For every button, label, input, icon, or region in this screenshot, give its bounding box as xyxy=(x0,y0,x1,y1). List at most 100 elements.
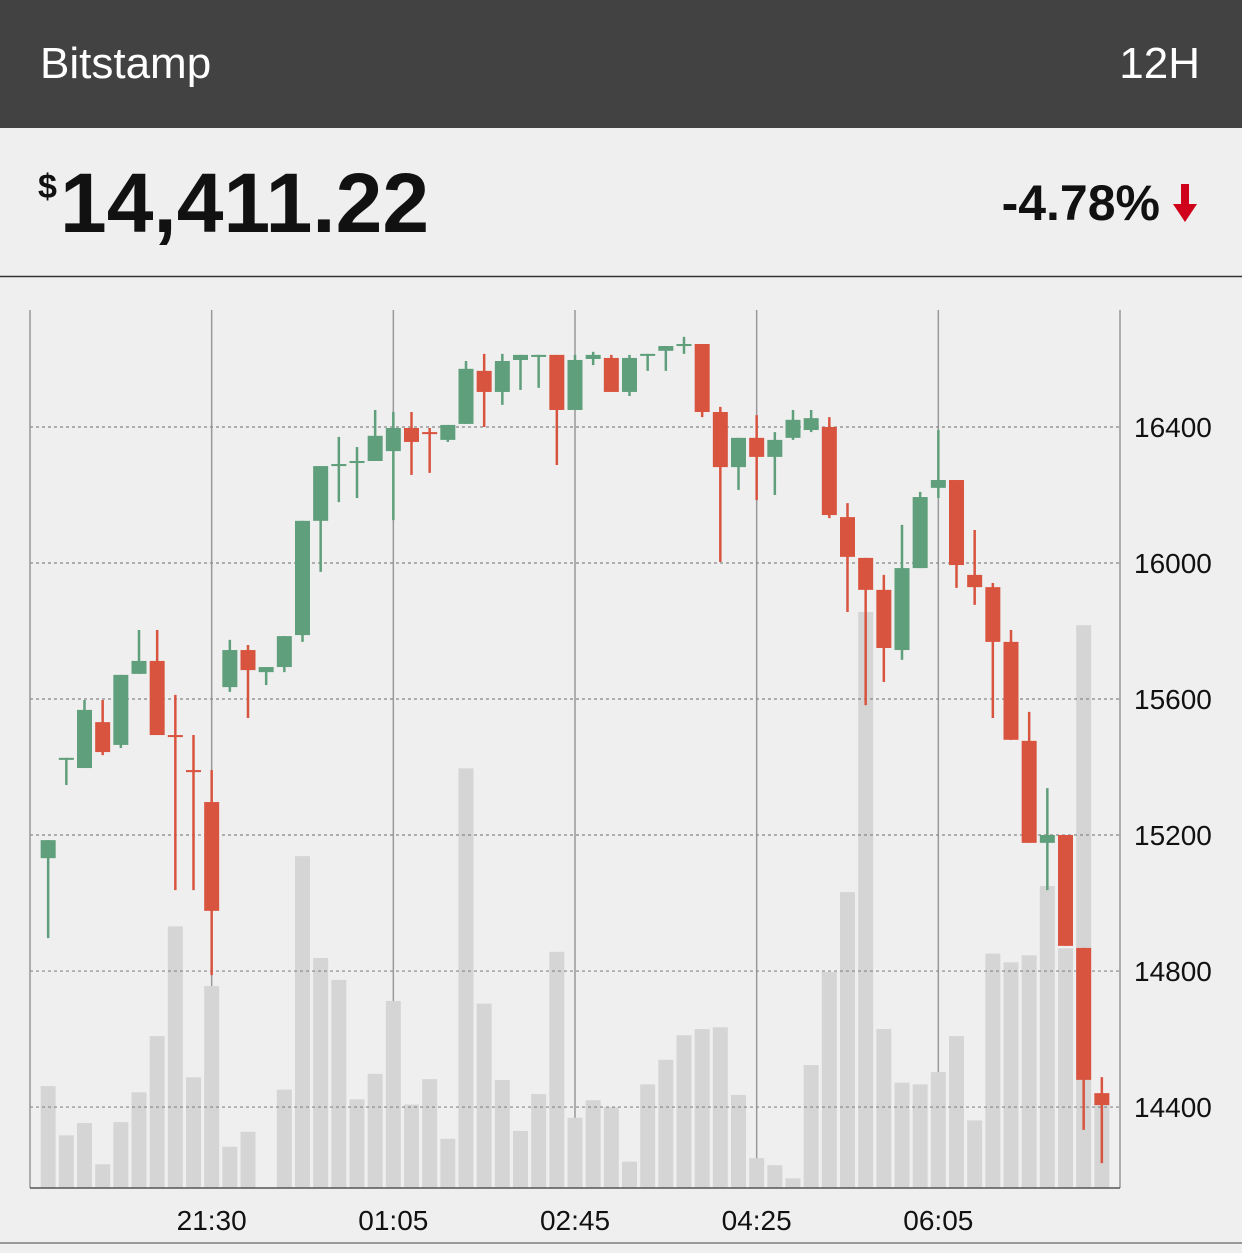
candle-body xyxy=(967,574,983,588)
volume-bar xyxy=(240,1131,256,1188)
candle-body xyxy=(894,568,910,651)
candle-body xyxy=(458,368,474,424)
candle-body xyxy=(295,520,310,636)
volume-bar xyxy=(1003,962,1019,1188)
volume-bar xyxy=(767,1165,783,1188)
candle-body xyxy=(731,437,746,468)
volume-bar xyxy=(858,612,874,1188)
range-button[interactable]: 12H xyxy=(1119,39,1200,88)
volume-bar xyxy=(549,951,565,1188)
volume-bar xyxy=(1039,885,1055,1188)
candle-body xyxy=(113,674,129,745)
plot: 21:30 01:05 02:45 04:25 06:05 14400 14800 15200… xyxy=(29,310,1212,1236)
candle-body xyxy=(1003,641,1019,740)
x-tick-label: 04:25 xyxy=(722,1205,792,1236)
x-tick-label: 06:05 xyxy=(903,1205,973,1236)
x-tick-label: 02:45 xyxy=(540,1205,610,1236)
candle-body xyxy=(131,660,147,674)
y-tick-label: 16000 xyxy=(1134,548,1212,579)
volume-bar xyxy=(422,1079,438,1188)
y-tick-label: 14400 xyxy=(1134,1092,1212,1123)
volume-bar xyxy=(222,1146,238,1188)
candle-body xyxy=(40,840,56,859)
candle-body xyxy=(985,587,1001,642)
volume-bar xyxy=(821,972,837,1188)
volume-bar xyxy=(113,1122,129,1188)
volume-bar xyxy=(367,1073,383,1188)
candle-body xyxy=(585,354,601,359)
volume-bar xyxy=(440,1138,456,1188)
candle-body xyxy=(949,480,964,566)
volume-bar xyxy=(349,1099,365,1188)
exchange-title: Bitstamp xyxy=(40,39,211,88)
candle-body xyxy=(494,361,510,392)
volume-bar xyxy=(985,953,1001,1188)
candle-body xyxy=(531,354,547,357)
y-tick-label: 15200 xyxy=(1134,820,1212,851)
candle-body xyxy=(513,354,528,360)
volume-bar xyxy=(603,1107,619,1188)
volume-bar xyxy=(803,1065,819,1188)
candle-body xyxy=(803,418,819,431)
candle-body xyxy=(1076,947,1092,1080)
volume-bar xyxy=(676,1035,692,1188)
candle-body xyxy=(349,460,365,464)
candle-body xyxy=(440,424,456,440)
candle-body xyxy=(422,432,438,435)
volume-bar xyxy=(313,957,329,1188)
volume-bar xyxy=(640,1084,656,1188)
volume-bar xyxy=(276,1089,292,1188)
volume-bar xyxy=(567,1117,583,1188)
candle-body xyxy=(222,650,238,688)
candle-body xyxy=(567,359,583,410)
volume-bar xyxy=(585,1100,601,1188)
volume-bar xyxy=(930,1072,946,1188)
volume-bar xyxy=(458,768,474,1188)
volume-bar xyxy=(149,1036,165,1188)
volume-bar xyxy=(694,1029,710,1188)
candle-body xyxy=(1021,740,1037,843)
volume-bar xyxy=(77,1123,92,1188)
volume-bar xyxy=(331,979,347,1188)
volume-bar xyxy=(949,1036,964,1188)
candle-body xyxy=(149,660,165,736)
candle-body xyxy=(658,346,674,351)
candle-body xyxy=(876,589,892,649)
volume-bar xyxy=(749,1158,765,1188)
x-tick-label: 01:05 xyxy=(358,1205,428,1236)
volume-bar xyxy=(167,926,183,1188)
candle-body xyxy=(694,344,710,413)
candle-body xyxy=(258,667,274,673)
candle-body xyxy=(1094,1093,1110,1106)
candle-body xyxy=(58,757,74,760)
candle-body xyxy=(1039,835,1055,843)
candle-body xyxy=(367,435,383,461)
currency-symbol: $ xyxy=(38,168,57,206)
change: -4.78% xyxy=(1002,175,1160,231)
candle-body xyxy=(640,353,656,356)
y-tick-label: 15600 xyxy=(1134,684,1212,715)
volume-bar xyxy=(385,1000,401,1188)
candle-body xyxy=(767,439,783,457)
candle-body xyxy=(77,709,92,769)
price: 14,411.22 xyxy=(60,156,429,250)
candle-body xyxy=(313,466,329,521)
candle-body xyxy=(749,437,765,457)
candle-body xyxy=(912,497,928,569)
volume-bar xyxy=(840,892,855,1188)
volume-bar xyxy=(131,1092,147,1188)
candle-body xyxy=(1058,835,1073,946)
volume-bar xyxy=(876,1029,892,1188)
candle-body xyxy=(95,722,111,753)
y-tick-label: 14800 xyxy=(1134,956,1212,987)
candle-body xyxy=(840,517,855,557)
volume-bar xyxy=(204,986,220,1188)
candle-body xyxy=(167,735,183,738)
volume-bar xyxy=(58,1135,74,1188)
candle-body xyxy=(549,354,565,410)
volume-bar xyxy=(476,1003,492,1188)
volume-bar xyxy=(967,1120,983,1188)
volume-bar xyxy=(531,1094,547,1188)
candle-body xyxy=(240,650,256,671)
candle-body xyxy=(603,357,619,392)
